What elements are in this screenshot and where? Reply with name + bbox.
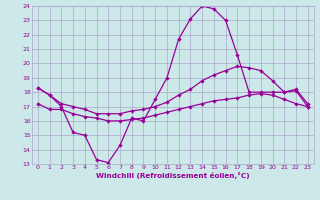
- X-axis label: Windchill (Refroidissement éolien,°C): Windchill (Refroidissement éolien,°C): [96, 172, 250, 179]
